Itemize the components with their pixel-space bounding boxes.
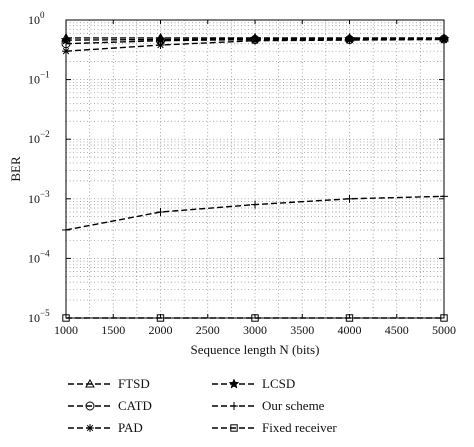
square-marker <box>230 424 238 432</box>
y-tick-label: 10−1 <box>28 70 50 87</box>
legend-label: Fixed receiver <box>262 420 337 435</box>
y-tick-label: 10−5 <box>28 308 50 325</box>
legend-label: Our scheme <box>262 398 325 413</box>
asterisk-marker-stroke <box>157 41 164 49</box>
y-tick-exponent: −5 <box>40 308 50 318</box>
x-tick-label: 4000 <box>338 323 362 337</box>
x-tick-label: 1500 <box>101 323 125 337</box>
circle-marker <box>85 401 95 411</box>
legend-item: CATD <box>68 398 152 413</box>
axes: 1000 1500 2000 2500 3000 3500 4000 4500 5000 10−5… <box>28 10 456 337</box>
x-tick-label: 2500 <box>196 323 220 337</box>
asterisk-marker-stroke <box>86 424 94 432</box>
y-tick-label: 100 <box>28 10 45 27</box>
asterisk-marker-stroke <box>346 36 353 44</box>
legend-item: Fixed receiver <box>212 420 337 435</box>
legend-item: PAD <box>68 420 143 435</box>
x-tick-label: 4500 <box>385 323 409 337</box>
triangle-marker <box>85 378 95 388</box>
y-tick-exponent: −3 <box>40 189 50 199</box>
legend: FTSD LCSD CATD Our scheme PAD Fixed receiver <box>68 376 337 435</box>
plot-frame <box>65 19 445 319</box>
star-marker <box>228 378 240 389</box>
grid <box>65 19 445 319</box>
legend-item: Our scheme <box>212 398 325 413</box>
legend-label: LCSD <box>262 376 295 391</box>
x-axis-label: Sequence length N (bits) <box>191 342 320 357</box>
legend-label: CATD <box>118 398 152 413</box>
x-tick-label: 3000 <box>243 323 267 337</box>
legend-label: PAD <box>118 420 143 435</box>
y-tick-label: 10−4 <box>28 248 50 265</box>
legend-label: FTSD <box>118 376 150 391</box>
y-axis-label: BER <box>8 156 23 182</box>
x-tick-label: 5000 <box>432 323 456 337</box>
y-tick-exponent: −1 <box>40 70 50 80</box>
x-tick-label: 1000 <box>54 323 78 337</box>
x-tick-label: 2000 <box>149 323 173 337</box>
y-tick-exponent: −4 <box>40 248 50 258</box>
legend-item: LCSD <box>212 376 295 391</box>
x-tick-label: 3500 <box>290 323 314 337</box>
y-tick-exponent: 0 <box>40 10 45 20</box>
y-tick-label: 10−3 <box>28 189 50 206</box>
y-tick-exponent: −2 <box>40 129 50 139</box>
asterisk-marker-stroke <box>251 37 259 44</box>
legend-item: FTSD <box>68 376 150 391</box>
y-tick-label: 10−2 <box>28 129 50 146</box>
